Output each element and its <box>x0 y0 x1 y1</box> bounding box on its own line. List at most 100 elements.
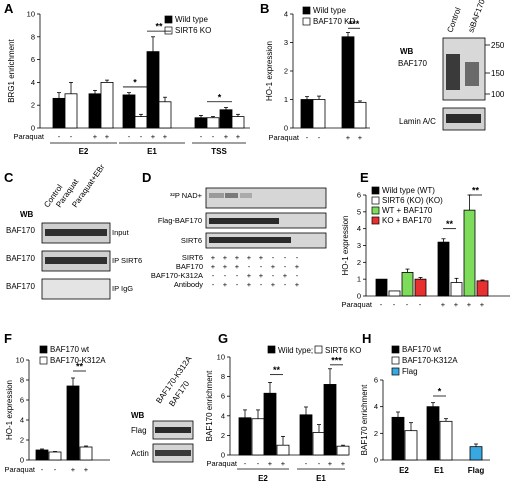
band <box>209 218 279 224</box>
condition-sign: - <box>236 271 239 280</box>
y-tick-label: 3 <box>357 241 361 250</box>
y-tick-label: 10 <box>217 353 225 362</box>
group-label: TSS <box>211 147 227 156</box>
condition-sign: + <box>247 280 252 289</box>
band <box>465 62 479 86</box>
y-tick-label: 1 <box>357 275 361 284</box>
y-tick-label: 0 <box>284 124 288 133</box>
blot-box <box>41 278 111 300</box>
legend-label: KO + BAF170 <box>382 216 432 225</box>
bar <box>206 117 220 129</box>
condition-label: Paraquat <box>5 465 36 474</box>
y-tick-label: 6 <box>221 392 225 401</box>
condition-sign: + <box>93 132 98 141</box>
condition-sign: - <box>244 459 247 468</box>
band <box>45 229 107 236</box>
condition-label: Paraquat <box>207 459 238 468</box>
row-label: ³²P NAD+ <box>170 191 203 200</box>
panel-letter: D <box>142 170 151 185</box>
legend-swatch <box>391 345 400 354</box>
wb-label: WB <box>131 411 145 420</box>
legend-swatch <box>267 345 276 354</box>
protein-label: BAF170 <box>398 59 427 68</box>
condition-sign: + <box>341 459 346 468</box>
condition-sign: - <box>236 280 239 289</box>
category-label: E2 <box>399 466 409 475</box>
condition-sign: - <box>200 132 203 141</box>
legend-swatch <box>391 367 400 376</box>
y-tick-label: 6 <box>374 376 378 385</box>
condition-sign: - <box>380 300 383 309</box>
legend-label: Wild type <box>313 6 346 15</box>
condition-label: BAF170-K312A <box>151 271 203 280</box>
legend-swatch <box>302 6 311 15</box>
condition-sign: - <box>284 280 287 289</box>
bar <box>52 97 66 129</box>
group-label: E1 <box>316 474 326 483</box>
legend-label: SIRT6 (KO) (KO) <box>382 196 443 205</box>
condition-sign: - <box>296 271 299 280</box>
y-tick-label: 0 <box>374 456 378 465</box>
condition-sign: - <box>272 271 275 280</box>
sig-mark: ** <box>446 219 454 229</box>
y-tick-label: 4 <box>374 402 378 411</box>
y-tick-label: 3 <box>284 38 288 47</box>
y-tick-label: 4 <box>284 10 288 19</box>
y-tick-label: 2 <box>31 101 35 110</box>
bar <box>64 93 78 129</box>
y-axis-label: HO-1 expression <box>5 380 14 440</box>
sig-mark: ** <box>155 22 163 32</box>
condition-sign: + <box>211 253 216 262</box>
bar <box>463 209 476 297</box>
condition-sign: + <box>271 262 276 271</box>
bar <box>263 392 277 456</box>
condition-sign: + <box>295 262 300 271</box>
condition-sign: - <box>257 459 260 468</box>
condition-sign: - <box>212 132 215 141</box>
condition-sign: + <box>441 300 446 309</box>
category-label: E1 <box>434 466 444 475</box>
condition-sign: - <box>284 262 287 271</box>
y-tick-label: 4 <box>20 416 24 425</box>
legend-label: Wild type <box>175 15 208 24</box>
bar <box>388 290 401 297</box>
band <box>209 193 224 198</box>
legend-swatch <box>371 206 380 215</box>
bar <box>401 272 414 297</box>
protein-label: BAF170 <box>6 254 35 263</box>
bar <box>341 36 355 129</box>
bar <box>312 99 326 129</box>
bar <box>299 414 313 456</box>
bar <box>300 99 314 129</box>
y-tick-label: 6 <box>31 55 35 64</box>
condition-sign: - <box>305 459 308 468</box>
condition-sign: - <box>318 459 321 468</box>
band <box>155 427 191 433</box>
y-tick-label: 2 <box>374 429 378 438</box>
bar <box>450 282 463 297</box>
condition-sign: + <box>236 132 241 141</box>
condition-sign: - <box>248 262 251 271</box>
mw-label: 250 <box>491 41 505 50</box>
y-tick-label: 6 <box>357 191 361 200</box>
panel-letter: G <box>218 331 228 346</box>
condition-sign: + <box>211 262 216 271</box>
panel-letter: A <box>4 1 14 16</box>
bar <box>231 116 245 129</box>
y-axis-label: BRG1 enrichment <box>7 38 16 102</box>
bar <box>426 406 440 461</box>
condition-sign: + <box>223 280 228 289</box>
condition-sign: - <box>70 132 73 141</box>
condition-sign: + <box>235 262 240 271</box>
sig-mark: * <box>133 77 137 87</box>
panel-letter: H <box>362 331 371 346</box>
y-tick-label: 8 <box>20 376 24 385</box>
panel-letter: C <box>4 170 14 185</box>
bar <box>312 432 326 456</box>
legend-label: WT + BAF170 <box>382 206 433 215</box>
sig-mark: *** <box>331 355 342 365</box>
condition-sign: - <box>128 132 131 141</box>
chart-b: B 0 1 2 3 4 HO-1 expression Wild type BAF170 KD*… <box>260 1 370 142</box>
